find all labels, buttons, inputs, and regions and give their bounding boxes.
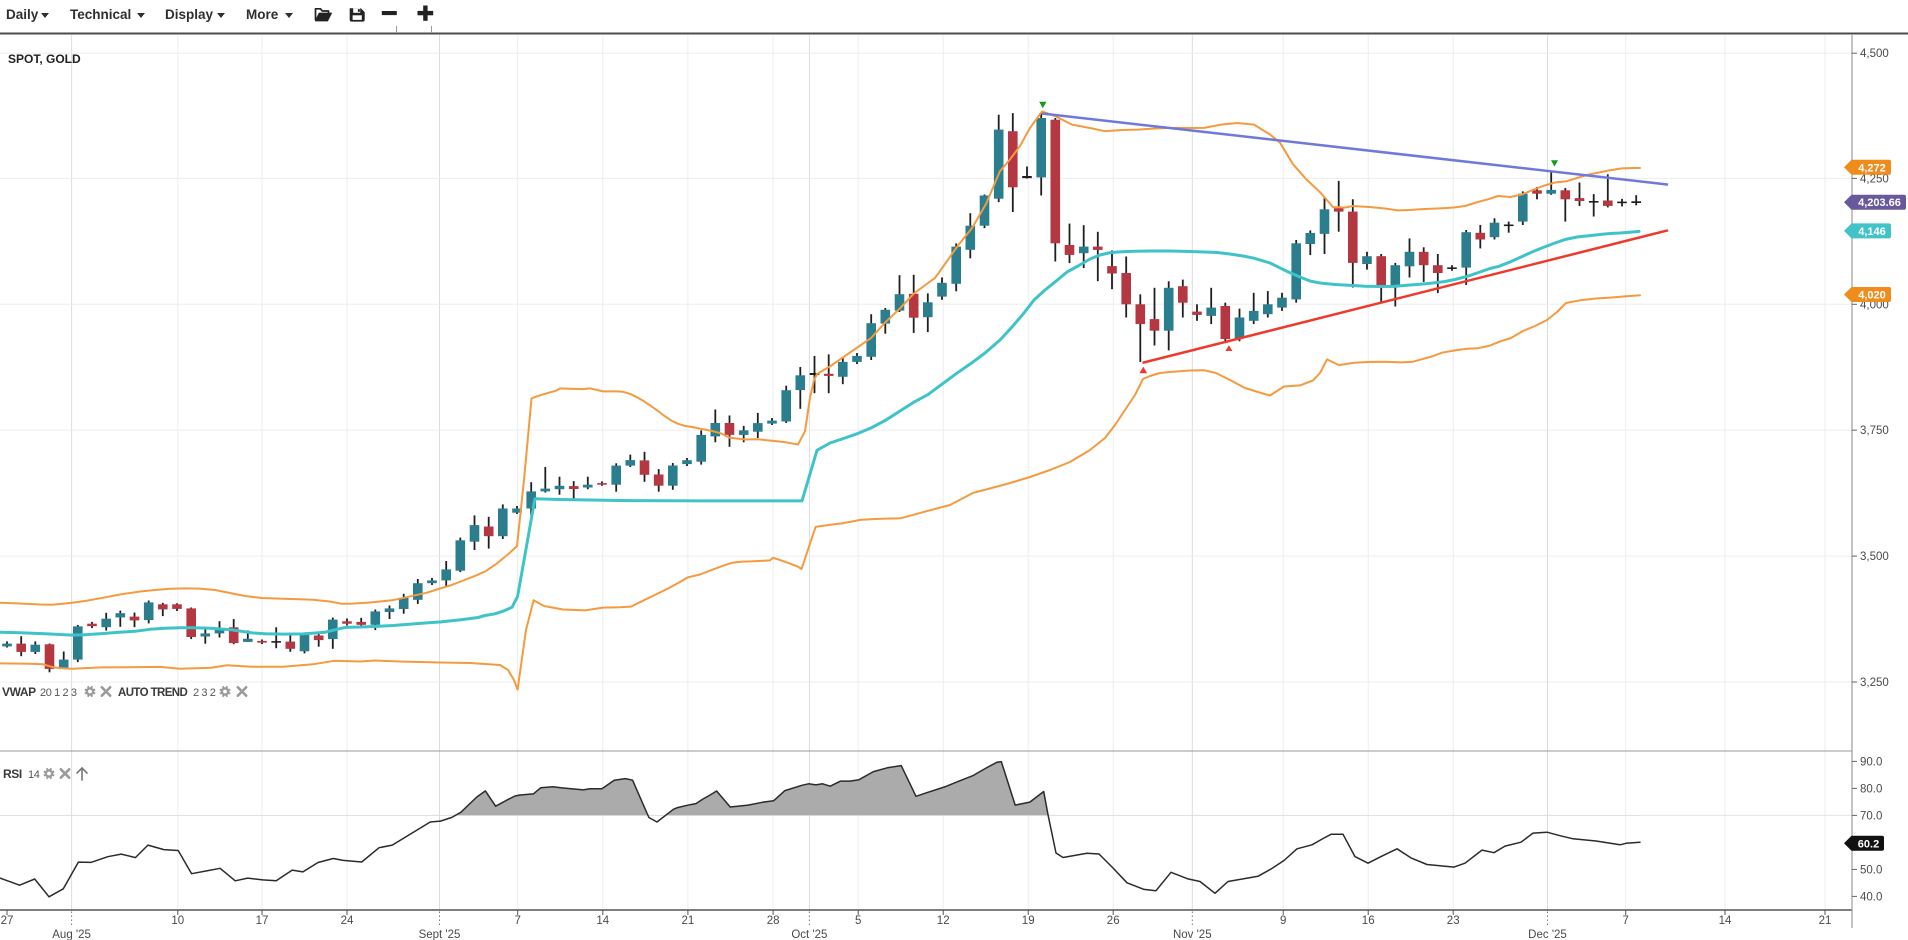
svg-text:More: More — [246, 7, 279, 22]
svg-text:4,146: 4,146 — [1858, 226, 1886, 238]
svg-text:Aug '25: Aug '25 — [52, 929, 91, 940]
svg-text:14: 14 — [28, 769, 40, 781]
svg-text:40.0: 40.0 — [1860, 891, 1882, 903]
svg-text:AUTO TREND: AUTO TREND — [118, 687, 187, 699]
svg-text:SPOT, GOLD: SPOT, GOLD — [8, 52, 81, 66]
svg-text:3,750: 3,750 — [1860, 425, 1889, 437]
svg-text:Display: Display — [165, 7, 214, 22]
svg-text:12: 12 — [937, 915, 950, 927]
svg-text:7: 7 — [1622, 915, 1628, 927]
svg-text:70.0: 70.0 — [1860, 810, 1882, 822]
svg-text:17: 17 — [256, 915, 269, 927]
svg-text:21: 21 — [682, 915, 695, 927]
svg-text:27: 27 — [1, 915, 14, 927]
svg-text:16: 16 — [1362, 915, 1375, 927]
svg-text:20 1 2 3: 20 1 2 3 — [40, 687, 77, 699]
svg-text:Sept '25: Sept '25 — [419, 929, 461, 940]
svg-text:14: 14 — [596, 915, 609, 927]
svg-text:80.0: 80.0 — [1860, 783, 1882, 795]
svg-text:4,272: 4,272 — [1858, 162, 1886, 174]
svg-text:3,250: 3,250 — [1860, 677, 1889, 689]
svg-text:19: 19 — [1022, 915, 1035, 927]
svg-text:21: 21 — [1819, 915, 1832, 927]
svg-text:3,500: 3,500 — [1860, 551, 1889, 563]
svg-text:23: 23 — [1447, 915, 1460, 927]
svg-text:4,020: 4,020 — [1858, 290, 1886, 302]
svg-text:14: 14 — [1719, 915, 1732, 927]
svg-text:7: 7 — [514, 915, 520, 927]
svg-text:50.0: 50.0 — [1860, 864, 1882, 876]
svg-text:4,203.66: 4,203.66 — [1858, 197, 1901, 209]
svg-text:Nov '25: Nov '25 — [1173, 929, 1212, 940]
svg-text:90.0: 90.0 — [1860, 756, 1882, 768]
svg-text:26: 26 — [1107, 915, 1120, 927]
svg-text:24: 24 — [341, 915, 354, 927]
svg-text:Technical: Technical — [70, 7, 131, 22]
svg-text:4,000: 4,000 — [1860, 299, 1889, 311]
svg-text:Oct '25: Oct '25 — [791, 929, 827, 940]
svg-text:5: 5 — [855, 915, 861, 927]
svg-text:10: 10 — [171, 915, 184, 927]
svg-text:Daily: Daily — [6, 7, 39, 22]
svg-text:60.2: 60.2 — [1858, 838, 1879, 850]
svg-text:28: 28 — [767, 915, 780, 927]
svg-text:RSI: RSI — [3, 767, 22, 781]
svg-text:9: 9 — [1280, 915, 1286, 927]
svg-text:4,250: 4,250 — [1860, 173, 1889, 185]
svg-text:4,500: 4,500 — [1860, 48, 1889, 60]
svg-text:Dec '25: Dec '25 — [1528, 929, 1567, 940]
svg-text:2 3 2: 2 3 2 — [193, 687, 216, 699]
svg-text:VWAP: VWAP — [2, 685, 36, 699]
